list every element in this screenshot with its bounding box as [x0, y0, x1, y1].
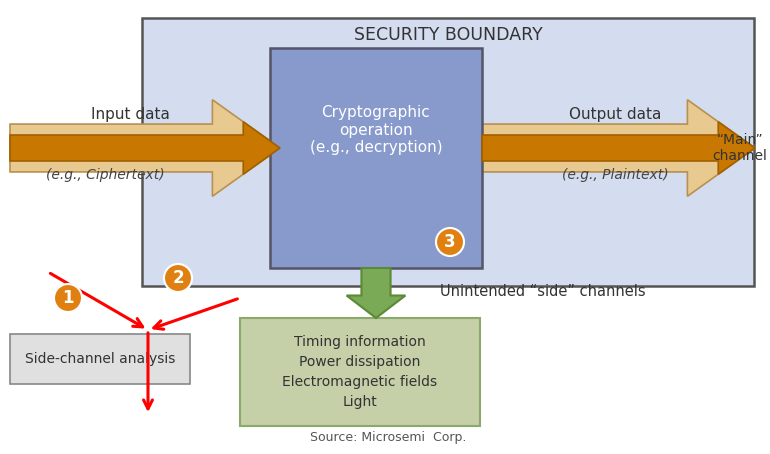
Text: Source: Microsemi  Corp.: Source: Microsemi Corp. — [310, 431, 467, 444]
Circle shape — [164, 264, 192, 292]
Text: Side-channel analysis: Side-channel analysis — [25, 352, 176, 366]
Text: “Main”
channel: “Main” channel — [712, 133, 768, 163]
Text: Output data: Output data — [569, 108, 661, 123]
FancyBboxPatch shape — [10, 334, 190, 384]
Polygon shape — [346, 268, 405, 318]
Text: 1: 1 — [62, 289, 74, 307]
Text: Cryptographic
operation
(e.g., decryption): Cryptographic operation (e.g., decryptio… — [310, 105, 442, 155]
Text: (e.g., Plaintext): (e.g., Plaintext) — [561, 168, 668, 182]
Circle shape — [436, 228, 464, 256]
Text: Input data: Input data — [91, 108, 169, 123]
Text: 3: 3 — [444, 233, 456, 251]
Text: Timing information
Power dissipation
Electromagnetic fields
Light: Timing information Power dissipation Ele… — [283, 335, 437, 409]
Text: 2: 2 — [172, 269, 184, 287]
Polygon shape — [482, 122, 755, 174]
Text: SECURITY BOUNDARY: SECURITY BOUNDARY — [353, 26, 542, 44]
Polygon shape — [10, 122, 280, 174]
Text: Unintended “side” channels: Unintended “side” channels — [440, 285, 645, 300]
Polygon shape — [10, 100, 280, 196]
FancyBboxPatch shape — [270, 48, 482, 268]
FancyBboxPatch shape — [142, 18, 754, 286]
FancyBboxPatch shape — [240, 318, 480, 426]
Polygon shape — [482, 100, 755, 196]
Circle shape — [54, 284, 82, 312]
Text: (e.g., Ciphertext): (e.g., Ciphertext) — [45, 168, 164, 182]
